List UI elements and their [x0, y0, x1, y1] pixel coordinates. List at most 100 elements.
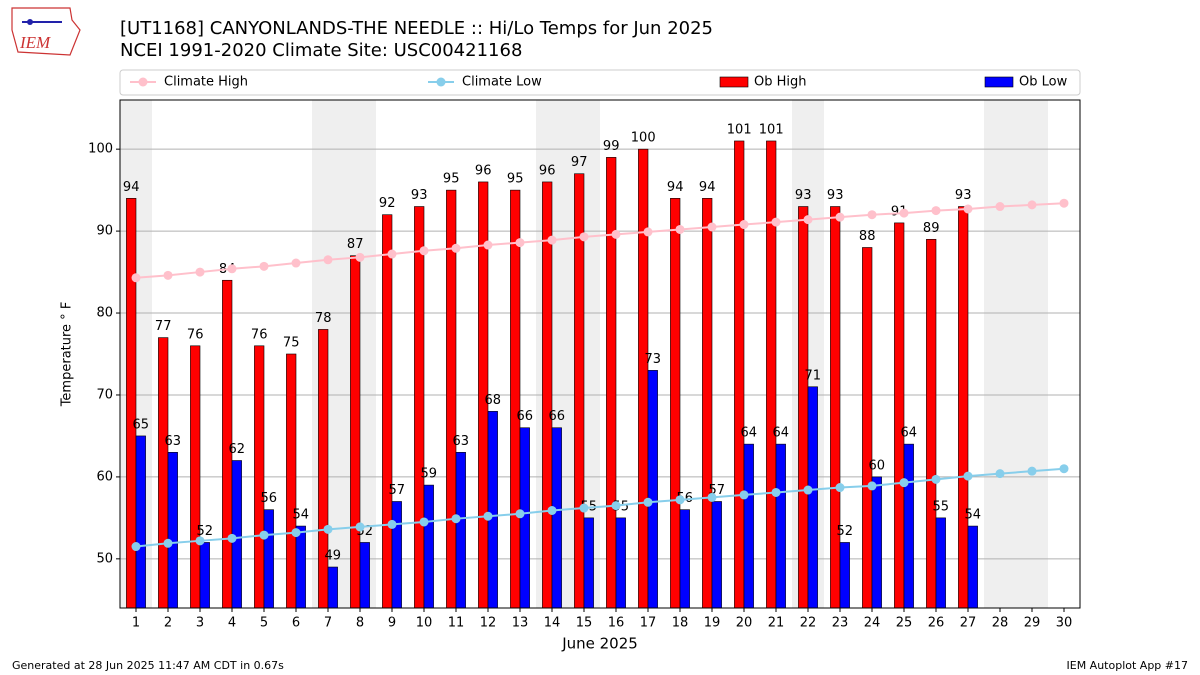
y-tick-label: 50: [96, 551, 113, 566]
line-marker: [867, 481, 877, 491]
bar: [455, 452, 466, 609]
x-tick-label: 4: [228, 616, 236, 631]
data-label: 93: [955, 188, 972, 203]
line-marker: [867, 210, 877, 220]
data-label: 56: [261, 491, 278, 506]
data-label: 93: [411, 188, 428, 203]
line-marker: [419, 246, 429, 256]
data-label: 73: [645, 352, 662, 367]
line-marker: [707, 222, 717, 232]
line-marker: [547, 235, 557, 245]
plot-frame: [119, 99, 1081, 609]
x-tick-label: 26: [928, 616, 945, 631]
line-marker: [451, 243, 461, 253]
data-label: 97: [571, 155, 588, 170]
x-tick-label: 24: [864, 616, 881, 631]
line-marker: [323, 255, 333, 265]
line-marker: [291, 258, 301, 268]
bar: [702, 198, 713, 609]
logo-text: IEM: [19, 33, 51, 52]
data-label: 54: [293, 508, 310, 523]
line-marker: [259, 261, 269, 271]
bar: [830, 206, 841, 609]
data-label: 93: [827, 188, 844, 203]
y-tick-label: 100: [88, 142, 113, 157]
data-label: 65: [133, 417, 150, 432]
y-tick-label: 80: [96, 306, 113, 321]
line-marker: [419, 517, 429, 527]
data-label: 87: [347, 237, 364, 252]
line-marker: [387, 519, 397, 529]
x-tick-label: 22: [800, 616, 817, 631]
legend-frame: [119, 69, 1081, 96]
line-marker: [995, 469, 1005, 479]
line-marker: [1059, 198, 1069, 208]
line-marker: [291, 528, 301, 538]
line-marker: [483, 240, 493, 250]
data-label: 60: [869, 458, 886, 473]
bar: [807, 386, 818, 609]
x-axis-label: June 2025: [561, 635, 638, 653]
data-label: 101: [759, 122, 784, 137]
x-tick-label: 25: [896, 616, 913, 631]
line-marker: [931, 206, 941, 216]
data-label: 100: [631, 131, 656, 146]
data-label: 99: [603, 139, 620, 154]
bar: [350, 255, 361, 609]
x-tick-label: 27: [960, 616, 977, 631]
line-marker: [547, 505, 557, 515]
bar: [798, 206, 809, 609]
data-label: 64: [741, 426, 758, 441]
data-label: 54: [965, 508, 982, 523]
x-tick-label: 6: [292, 616, 300, 631]
data-label: 96: [475, 163, 492, 178]
line-marker: [963, 204, 973, 214]
bar: [414, 206, 425, 609]
bar: [199, 542, 210, 609]
x-tick-label: 2: [164, 616, 172, 631]
bar: [135, 435, 146, 609]
bar: [862, 247, 873, 609]
line-marker: [355, 522, 365, 532]
line-marker: [739, 220, 749, 230]
data-label: 88: [859, 229, 876, 244]
line-marker: [451, 514, 461, 524]
data-label: 62: [229, 442, 246, 457]
x-tick-label: 15: [576, 616, 593, 631]
bar: [510, 189, 521, 609]
data-label: 96: [539, 163, 556, 178]
bar: [894, 222, 905, 609]
x-tick-label: 28: [992, 616, 1009, 631]
data-label: 57: [389, 483, 406, 498]
line-marker: [931, 474, 941, 484]
bar: [679, 509, 690, 609]
data-label: 75: [283, 336, 300, 351]
line-marker: [163, 538, 173, 548]
line-marker: [579, 232, 589, 242]
x-tick-label: 14: [544, 616, 561, 631]
line-marker: [227, 264, 237, 274]
bar: [734, 140, 745, 609]
bar: [423, 484, 434, 609]
line-marker: [675, 224, 685, 234]
legend-label: Ob Low: [1019, 75, 1068, 90]
line-marker: [611, 229, 621, 239]
bar: [167, 452, 178, 609]
bar: [935, 517, 946, 609]
legend-label: Climate Low: [462, 75, 542, 90]
x-tick-label: 10: [416, 616, 433, 631]
data-label: 55: [933, 499, 950, 514]
bar: [615, 517, 626, 609]
bar: [583, 517, 594, 609]
line-marker: [1027, 200, 1037, 210]
bar: [903, 443, 914, 609]
line-marker: [1059, 464, 1069, 474]
chart-subtitle: NCEI 1991-2020 Climate Site: USC00421168: [120, 40, 522, 61]
bar: [926, 238, 937, 609]
line: [135, 202, 1065, 279]
bar: [487, 411, 498, 609]
bar: [359, 542, 370, 609]
bar: [263, 509, 274, 609]
line-marker: [355, 252, 365, 262]
